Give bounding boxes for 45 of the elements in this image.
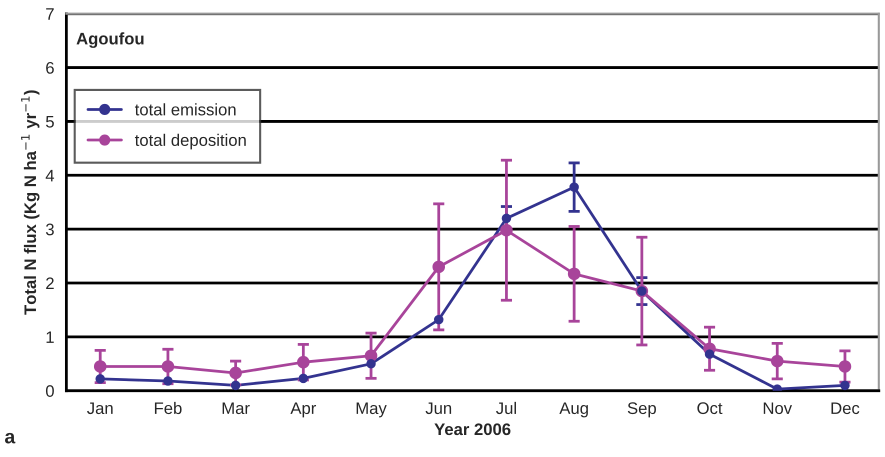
y-tick-label: 2 <box>46 277 54 290</box>
point <box>569 182 579 192</box>
legend-label: total deposition <box>134 134 246 150</box>
point <box>162 360 174 373</box>
point <box>163 376 173 386</box>
x-tick-label: Feb <box>154 402 182 414</box>
text: Agoufou <box>76 32 144 48</box>
x-tick-label: Jul <box>496 402 516 414</box>
point <box>434 314 444 324</box>
point <box>840 380 850 390</box>
x-axis-title: Year 2006 <box>434 423 510 436</box>
point <box>432 260 446 274</box>
point <box>770 354 784 368</box>
x-tick-label: Jan <box>87 402 113 414</box>
y-tick-label: 0 <box>46 385 54 397</box>
y-tick-label: 4 <box>46 170 54 182</box>
point <box>95 374 105 384</box>
y-tick-label: 7 <box>46 8 54 20</box>
point <box>298 374 308 384</box>
point <box>297 356 310 368</box>
x-tick-label: Nov <box>764 402 792 414</box>
point <box>568 268 580 280</box>
point <box>704 349 714 359</box>
x-tick-label: Dec <box>832 402 860 414</box>
point <box>366 359 376 369</box>
point <box>94 360 106 373</box>
x-tick-label: May <box>356 402 387 418</box>
point <box>500 224 513 237</box>
point <box>230 380 240 390</box>
point <box>838 360 852 373</box>
y-tick-label: 3 <box>46 224 54 236</box>
x-tick-label: Jun <box>426 402 452 414</box>
x-tick-label: Aug <box>559 402 588 418</box>
y-tick-label: 6 <box>46 62 54 74</box>
text: a <box>4 432 16 444</box>
legend-label: total emission <box>134 103 236 116</box>
y-tick-label: 5 <box>46 116 54 128</box>
point <box>229 366 242 380</box>
x-tick-label: Mar <box>222 402 250 414</box>
x-tick-label: Apr <box>290 402 316 418</box>
y-tick-label: 1 <box>46 331 54 343</box>
y-axis-title: Total N flux (Kg N ha$^{−1}$ yr$^{−1}$) <box>21 90 40 315</box>
x-tick-label: Oct <box>697 402 722 414</box>
x-tick-label: Sep <box>628 402 656 418</box>
point <box>502 214 512 224</box>
